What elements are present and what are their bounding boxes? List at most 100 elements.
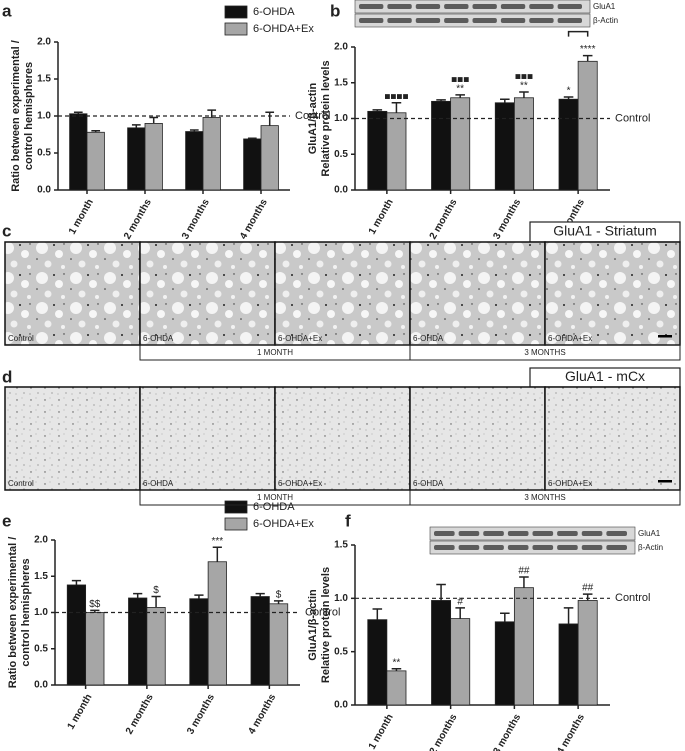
bracket [567, 30, 589, 37]
blot-band [507, 531, 529, 536]
x-tick-label: 4 months [555, 712, 587, 751]
bar [577, 60, 598, 191]
significance-label: * [567, 86, 571, 97]
blot-band [483, 531, 504, 536]
y-tick-label: 1.0 [334, 113, 348, 124]
significance-label: **** [580, 44, 596, 55]
micrograph [544, 241, 681, 346]
group-label: 1 MONTH [257, 493, 293, 502]
y-tick-label: 2.0 [37, 37, 51, 48]
significance-label: $ [276, 590, 282, 601]
significance-label: *** [211, 536, 223, 547]
group-label: 1 MONTH [257, 348, 293, 357]
x-tick-label: 1 month [367, 197, 396, 236]
error-bar [273, 600, 284, 604]
significance-label: ** [456, 84, 464, 95]
group-label: 3 MONTHS [524, 348, 565, 357]
micrograph [274, 241, 411, 346]
blot-band [557, 18, 582, 23]
bar [66, 584, 87, 686]
y-tick-label: 1.0 [334, 593, 348, 604]
error-bar [372, 608, 383, 620]
bar [577, 600, 598, 706]
bar [268, 603, 289, 686]
error-bar [391, 102, 402, 113]
blot-band [434, 531, 455, 536]
y-axis-label: Relative protein levels [320, 567, 332, 683]
error-bar [265, 111, 275, 126]
bar [513, 587, 534, 706]
y-axis-label: GluA1/β-actin [307, 82, 319, 154]
significance-label: ** [520, 81, 528, 92]
y-tick-label: 0.0 [334, 185, 348, 196]
error-bar [91, 130, 101, 133]
error-bar [391, 667, 402, 671]
blot-band [359, 18, 384, 23]
bar [431, 100, 452, 191]
legend-swatch [224, 500, 248, 514]
bar [431, 600, 452, 706]
blot-band [581, 545, 603, 550]
panel-label: c [2, 221, 11, 240]
micrograph [274, 386, 411, 491]
bar [127, 127, 146, 191]
group-box [409, 344, 681, 361]
significance-label: ** [393, 657, 401, 668]
group-box [409, 489, 681, 506]
reference-label: Control [305, 606, 340, 618]
x-tick-label: 2 months [428, 712, 460, 751]
blot-band [557, 545, 578, 550]
error-bar [563, 96, 574, 100]
blot-band [458, 531, 480, 536]
error-bar [372, 109, 383, 112]
error-bar [455, 94, 465, 98]
micrograph [4, 386, 141, 491]
y-axis-label: Relative protein levels [320, 60, 332, 176]
y-axis-label: Ratio between experimental / [7, 537, 19, 689]
blot-band [507, 545, 529, 550]
error-bar [563, 607, 574, 624]
blot-band [606, 545, 627, 550]
micrograph [4, 241, 141, 346]
significance-label: ■■■ [451, 75, 469, 86]
y-tick-label: 0.5 [334, 646, 348, 657]
legend-label: 6-OHDA [253, 501, 295, 513]
bar [367, 619, 388, 706]
blot-band [472, 4, 497, 9]
legend-label: 6-OHDA+Ex [253, 518, 314, 530]
y-tick-label: 0.5 [37, 148, 51, 159]
bar [250, 596, 270, 686]
blot-band [434, 545, 455, 550]
x-tick-label: 3 months [492, 197, 524, 241]
micrograph [409, 386, 546, 491]
legend-swatch [224, 5, 248, 19]
error-bar [519, 91, 529, 98]
bar [494, 621, 515, 706]
blot-band [557, 531, 578, 536]
bar [558, 98, 579, 191]
legend-label: 6-OHDA [253, 6, 295, 18]
micrograph [544, 386, 681, 491]
panel-label: f [345, 511, 351, 530]
image-label: 6-OHDA [143, 334, 174, 343]
x-tick-label: 4 months [238, 197, 270, 241]
blot-band [415, 18, 441, 23]
error-bar [212, 546, 222, 562]
panel-label: d [2, 367, 12, 386]
bar [207, 561, 227, 686]
y-tick-label: 0.5 [334, 149, 348, 160]
blot-label: GluA1 [593, 2, 616, 11]
y-tick-label: 1.5 [334, 77, 348, 88]
y-axis-label: control hemispheres [20, 558, 32, 666]
y-tick-label: 0.0 [334, 700, 348, 711]
error-bar [149, 116, 159, 124]
y-axis-label: control hemispheres [23, 62, 35, 170]
significance-label: ■■■ [515, 72, 533, 83]
y-tick-label: 1.0 [37, 111, 51, 122]
y-tick-label: 1.0 [34, 607, 48, 618]
bar [386, 112, 407, 191]
y-tick-label: 1.5 [334, 540, 348, 551]
scale-bar [658, 335, 672, 338]
bar [450, 97, 471, 191]
